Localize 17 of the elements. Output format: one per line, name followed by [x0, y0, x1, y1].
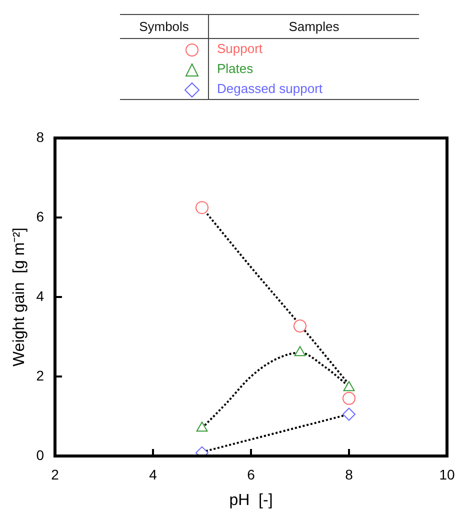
- x-tick-label: 6: [247, 466, 256, 482]
- x-axis-title: pH [-]: [229, 492, 273, 509]
- y-tick-label: 0: [36, 446, 44, 463]
- x-tick-label: 2: [51, 466, 60, 482]
- y-axis-title: Weight gain [g m⁻²]: [11, 228, 28, 366]
- y-tick-label: 4: [36, 288, 44, 304]
- text: Support: [217, 41, 263, 56]
- x-tick-label: 8: [345, 466, 354, 482]
- y-tick-label: 8: [36, 128, 44, 145]
- text: Degassed support: [217, 81, 323, 96]
- legend-title: Samples: [208, 14, 419, 38]
- x-tick-label: 4: [149, 466, 158, 482]
- y-tick-label: 6: [36, 208, 44, 224]
- x-tick-label: 10: [439, 466, 455, 482]
- text: Symbols: [120, 14, 208, 38]
- y-tick-label: 2: [36, 367, 44, 384]
- text: Plates: [217, 61, 254, 76]
